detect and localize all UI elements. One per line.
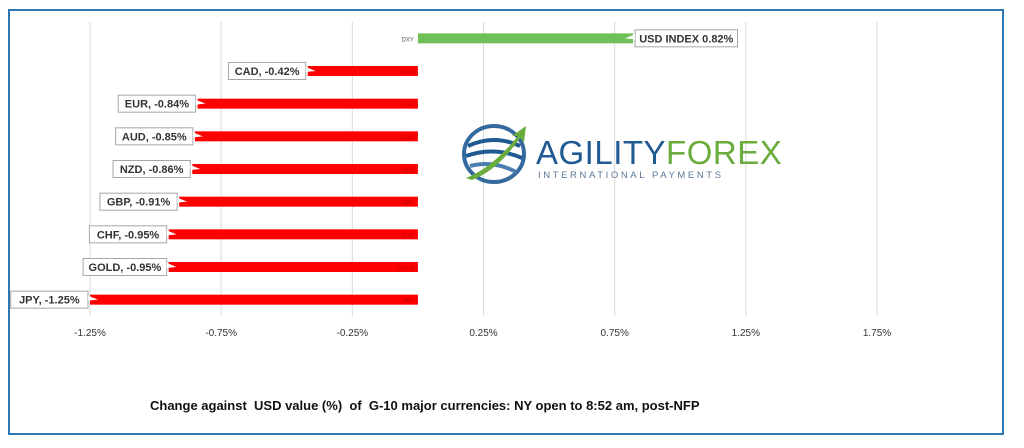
category-label: NZD bbox=[402, 168, 415, 174]
logo-tagline: INTERNATIONAL PAYMENTS bbox=[538, 170, 724, 181]
bar-cad bbox=[307, 66, 418, 76]
data-label: NZD, -0.86% bbox=[120, 164, 184, 176]
data-label: USD INDEX 0.82% bbox=[639, 33, 733, 45]
category-label: JPY bbox=[403, 299, 414, 305]
bar-eur bbox=[197, 98, 418, 109]
data-label-pointer bbox=[305, 67, 316, 72]
x-tick-label: 1.75% bbox=[863, 328, 891, 339]
data-label-pointer bbox=[625, 34, 636, 40]
category-label: GOLD bbox=[397, 266, 415, 272]
bar-dxy bbox=[417, 33, 634, 44]
data-label-pointer bbox=[177, 197, 188, 203]
bar-gbp bbox=[179, 196, 418, 207]
x-tick-label: -0.25% bbox=[336, 328, 368, 339]
x-tick-label: 1.25% bbox=[732, 328, 760, 339]
agilityforex-logo: AGILITYFOREX INTERNATIONAL PAYMENTS bbox=[458, 116, 782, 196]
x-tick-label: -1.25% bbox=[74, 328, 106, 339]
x-tick-label: 0.25% bbox=[469, 328, 497, 339]
bar-gold bbox=[168, 262, 418, 272]
chart-frame bbox=[8, 9, 1004, 435]
data-label: GOLD, -0.95% bbox=[89, 262, 162, 274]
category-label: CAD bbox=[401, 70, 414, 76]
bar-aud bbox=[194, 131, 418, 142]
data-label-pointer bbox=[88, 295, 98, 301]
data-label-pointer bbox=[166, 230, 177, 236]
category-label: CHF bbox=[402, 233, 415, 239]
bar-chf bbox=[168, 229, 418, 240]
bar-nzd bbox=[192, 164, 418, 174]
data-label: CHF, -0.95% bbox=[97, 229, 160, 241]
data-label-pointer bbox=[195, 99, 206, 105]
category-label: EUR bbox=[401, 103, 414, 109]
globe-arrow-icon bbox=[462, 124, 526, 184]
bar-jpy bbox=[90, 294, 418, 305]
data-label-pointer bbox=[192, 132, 203, 138]
category-label: DXY bbox=[402, 37, 414, 43]
data-label: JPY, -1.25% bbox=[19, 295, 80, 307]
data-label-pointer bbox=[166, 263, 177, 268]
x-tick-label: 0.75% bbox=[600, 328, 628, 339]
data-label: AUD, -0.85% bbox=[122, 131, 187, 143]
logo-wordmark: AGILITYFOREX bbox=[536, 134, 783, 171]
data-label: CAD, -0.42% bbox=[235, 66, 300, 78]
category-label: AUD bbox=[401, 135, 414, 141]
data-label-pointer bbox=[190, 165, 201, 170]
x-tick-label: -0.75% bbox=[205, 328, 237, 339]
data-label: EUR, -0.84% bbox=[125, 99, 189, 111]
data-label: GBP, -0.91% bbox=[107, 197, 171, 209]
category-label: GBP bbox=[401, 201, 414, 207]
chart-caption: Change against USD value (%) of G-10 maj… bbox=[150, 398, 700, 413]
